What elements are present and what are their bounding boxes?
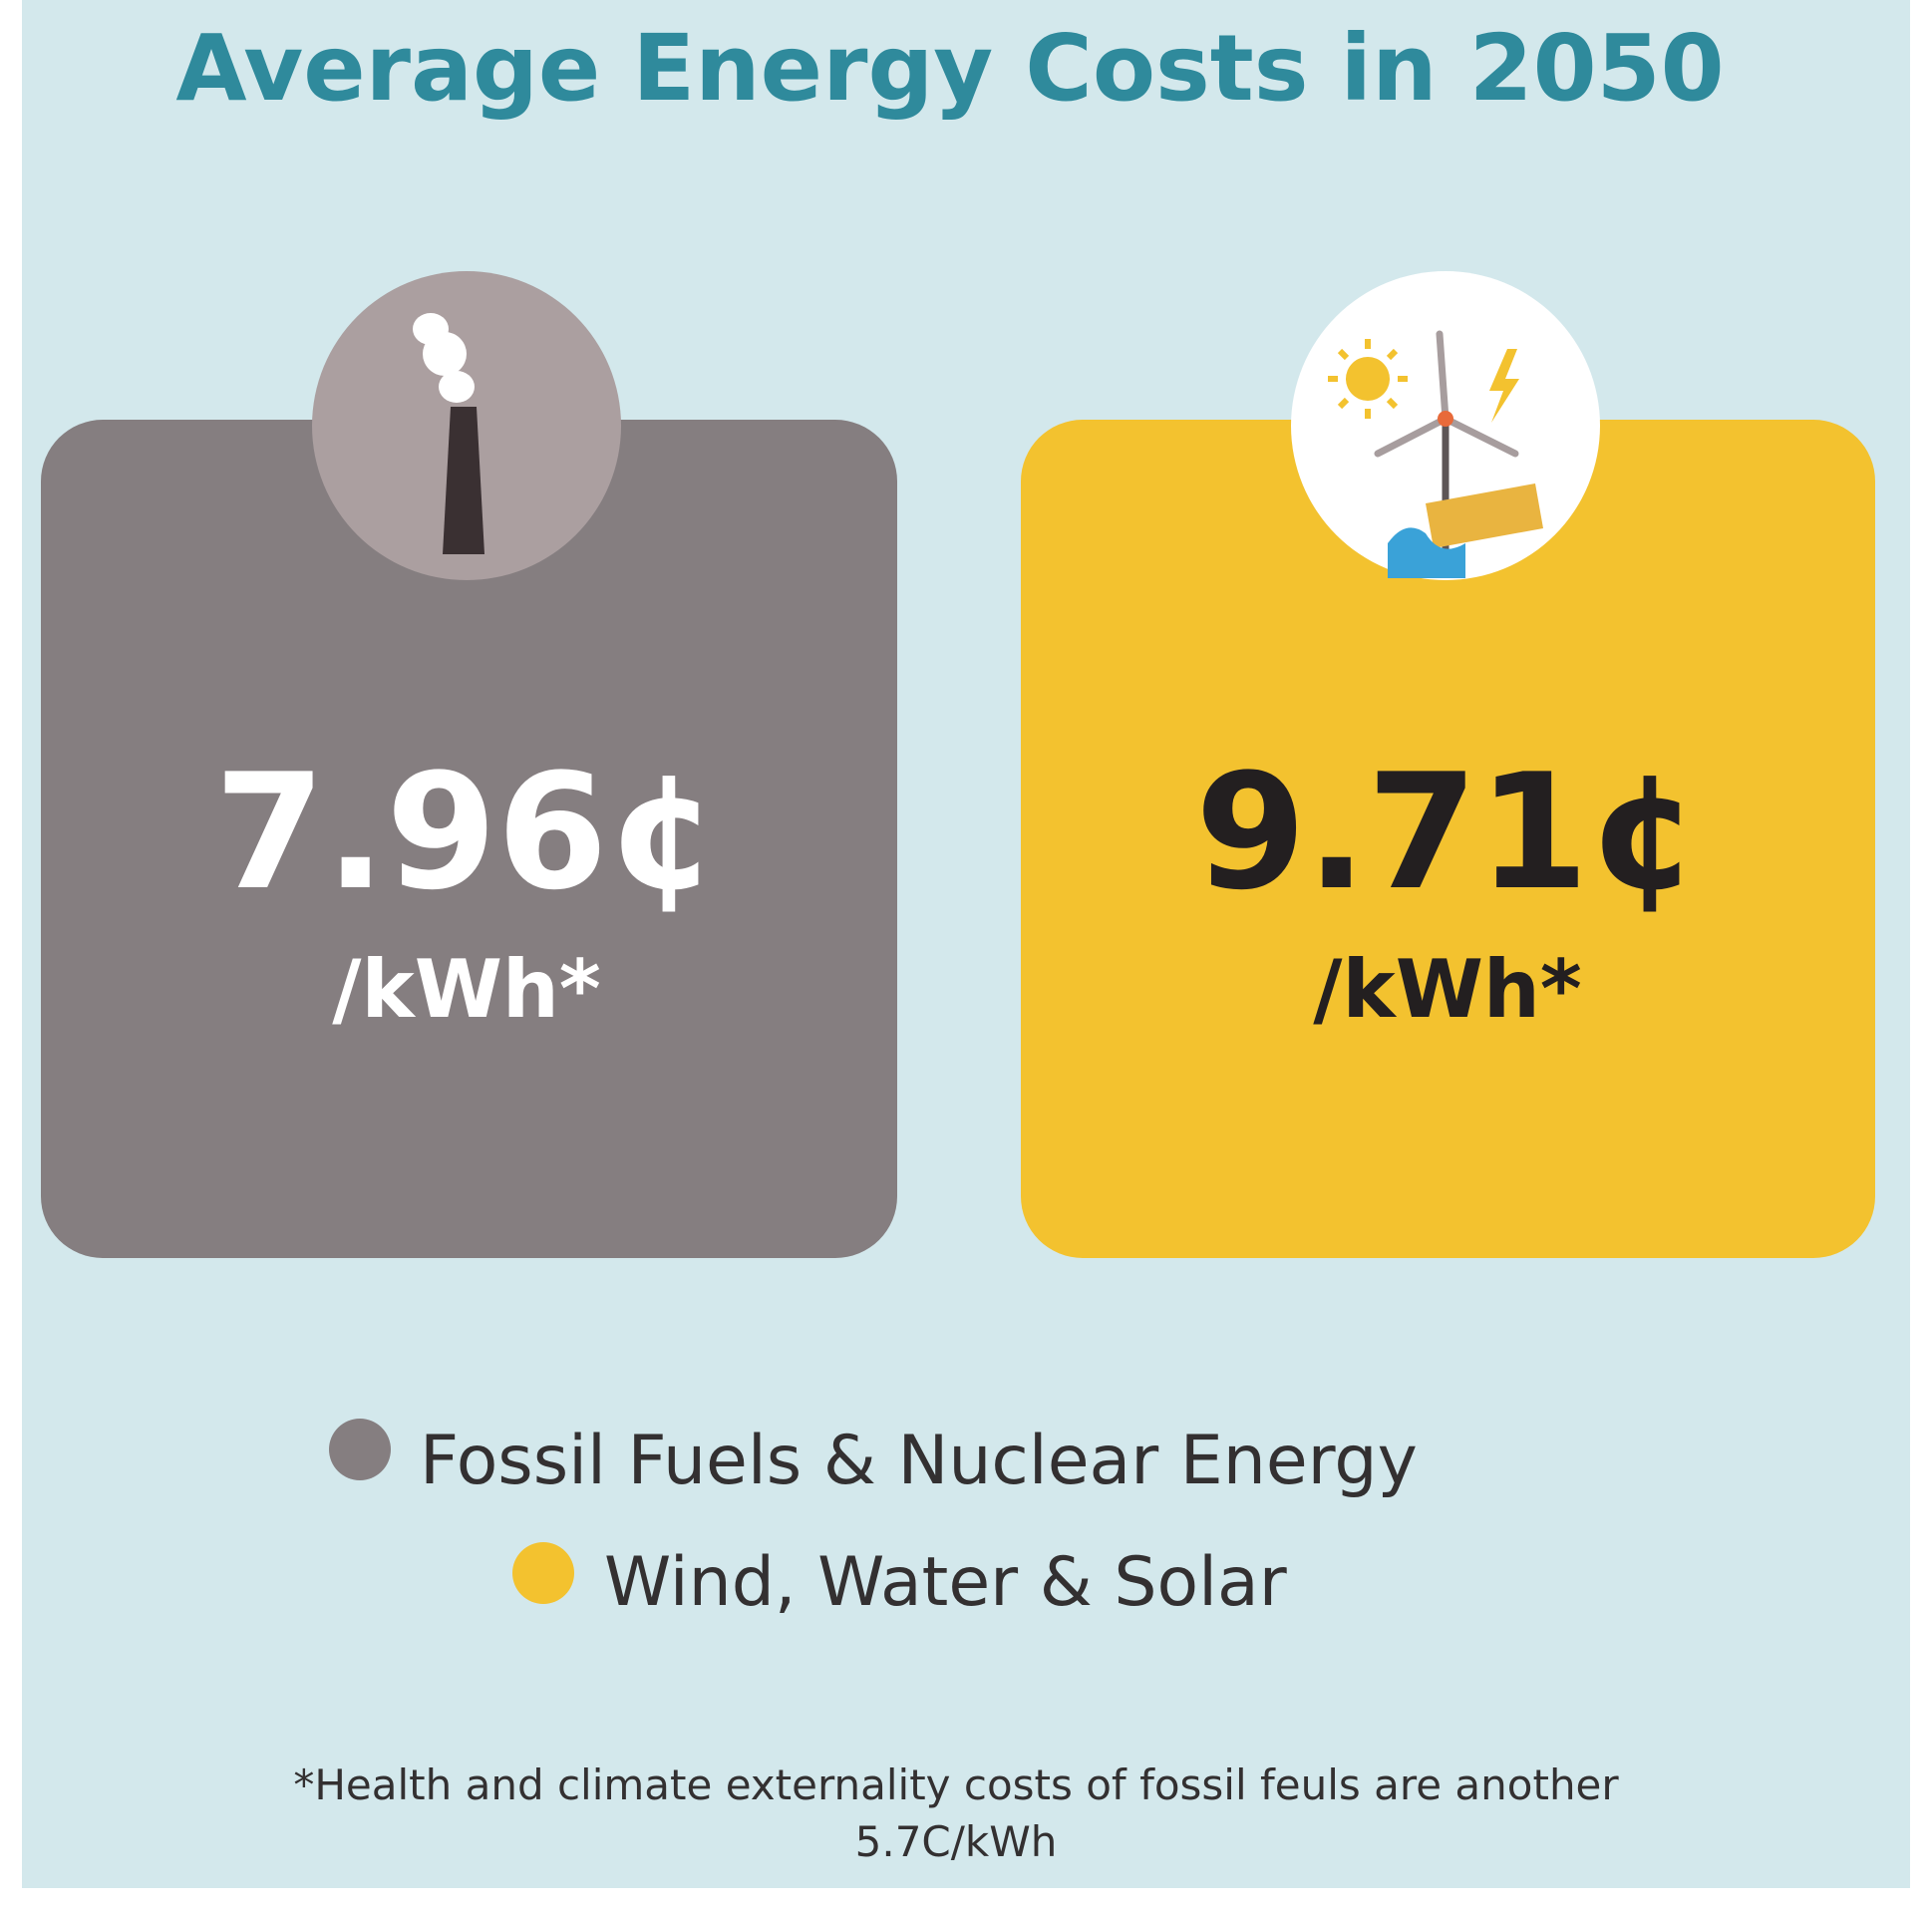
smokestack-icon [413,313,484,554]
renewable-icon [1328,330,1543,578]
renewable-card [1021,420,1875,1258]
fossil-card [41,420,897,1258]
title: Average Energy Costs in 2050 [175,15,1724,122]
legend-swatch [329,1419,391,1480]
legend-label: Fossil Fuels & Nuclear Energy [420,1422,1418,1500]
renewable-unit: /kWh* [1313,943,1581,1036]
renewable-value: 9.71¢ [1195,739,1700,925]
fossil-unit: /kWh* [332,943,600,1036]
legend-label: Wind, Water & Solar [604,1543,1287,1622]
footnote: 5.7C/kWh [855,1817,1058,1866]
footnote: *Health and climate externality costs of… [293,1760,1619,1809]
fossil-value: 7.96¢ [214,739,719,925]
legend-swatch [512,1542,574,1604]
